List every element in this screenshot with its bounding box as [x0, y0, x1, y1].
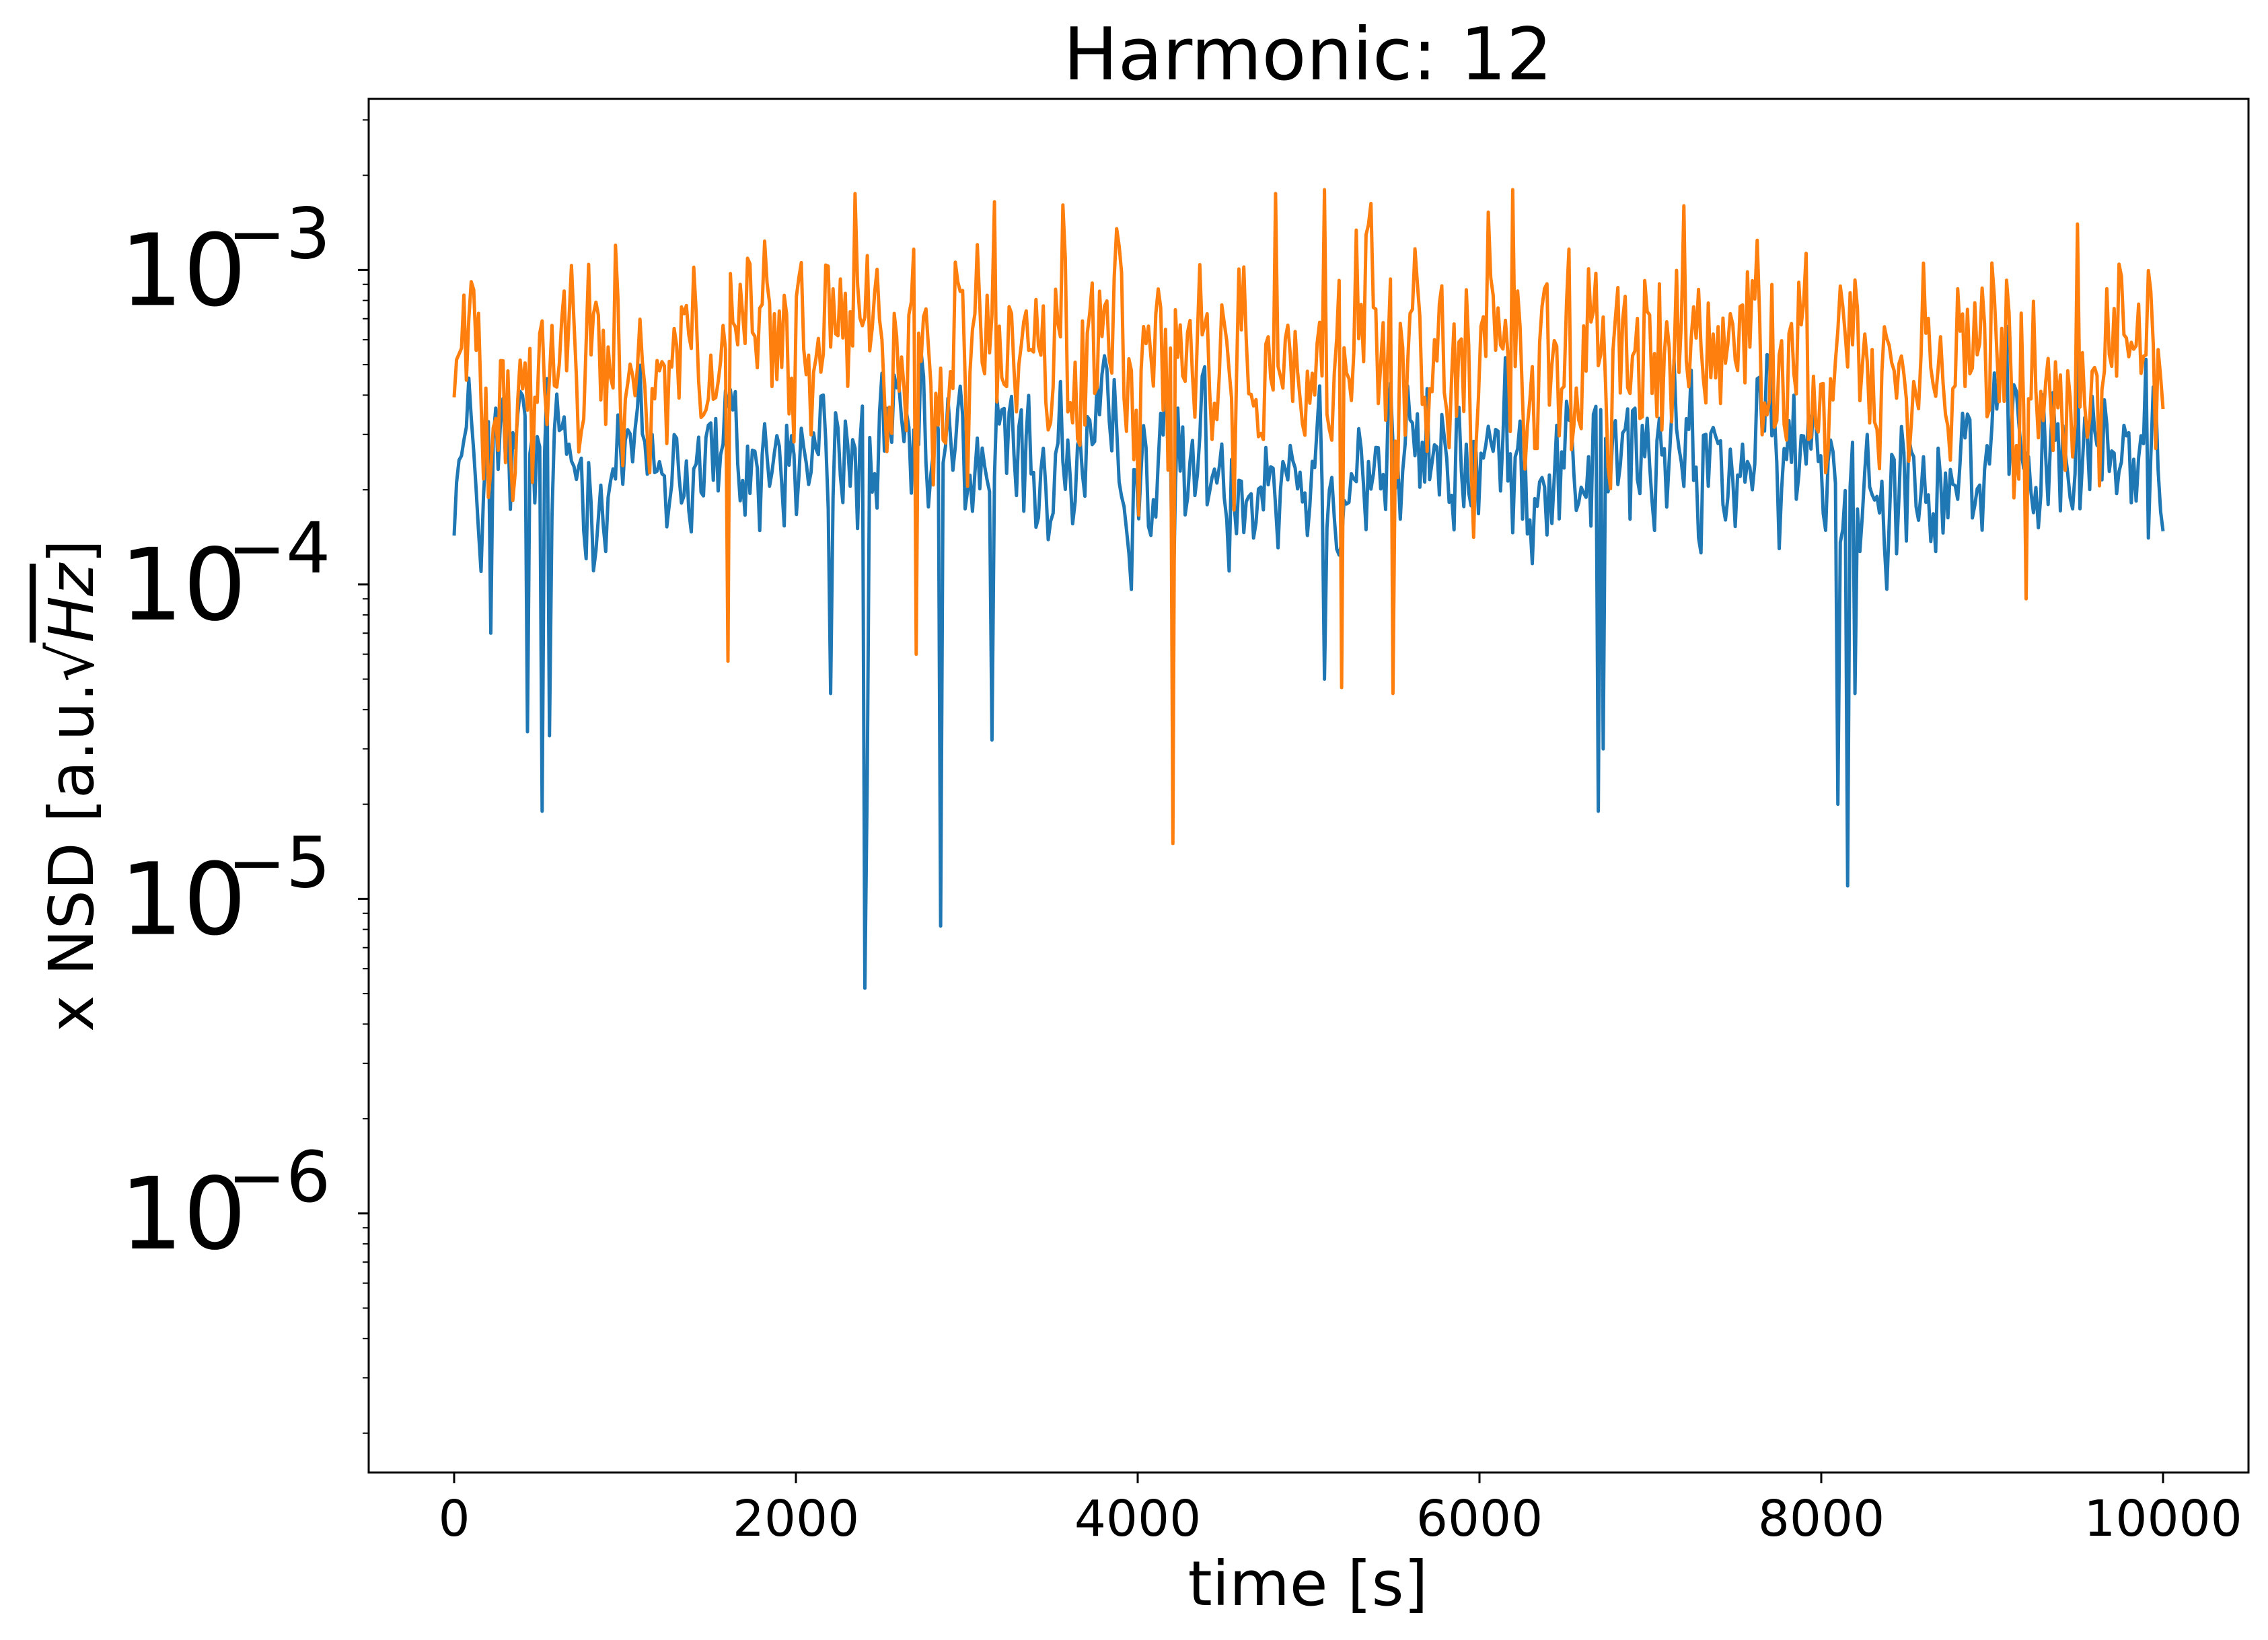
y-tick-exponent: −4 — [227, 507, 330, 589]
x-tick-label: 4000 — [1074, 1490, 1201, 1548]
y-axis: 10−610−510−410−3 — [120, 119, 369, 1434]
x-tick-label: 6000 — [1416, 1490, 1543, 1548]
plot-area — [452, 188, 2165, 990]
y-tick-exponent: −5 — [227, 821, 330, 903]
y-tick-label: 10 — [120, 527, 246, 643]
y-tick-exponent: −3 — [227, 192, 330, 274]
x-tick-label: 10000 — [2084, 1490, 2242, 1548]
series-line-2 — [452, 188, 2165, 846]
x-tick-label: 0 — [438, 1490, 470, 1548]
y-tick-label: 10 — [120, 842, 246, 957]
series-line-1 — [452, 324, 2165, 990]
x-tick-label: 2000 — [733, 1490, 859, 1548]
axes-frame — [367, 98, 2250, 1474]
y-axis-label-suffix: ] — [36, 539, 108, 564]
x-axis: 0 2000 4000 6000 8000 10000 — [438, 1473, 2242, 1548]
x-tick-label: 8000 — [1758, 1490, 1885, 1548]
y-axis-label-radicand: Hz — [36, 562, 108, 642]
chart-title: Harmonic: 12 — [1063, 13, 1552, 97]
sqrt-symbol: √ — [36, 642, 108, 682]
series-layer — [452, 188, 2165, 990]
y-tick-label: 10 — [120, 213, 246, 328]
y-axis-label: x NSD [a.u.√Hz] — [36, 539, 108, 1032]
y-tick-label: 10 — [120, 1156, 246, 1272]
y-axis-label-prefix: x NSD [a.u. — [36, 682, 108, 1032]
y-tick-exponent: −6 — [227, 1136, 330, 1218]
x-axis-label: time [s] — [1188, 1548, 1428, 1620]
